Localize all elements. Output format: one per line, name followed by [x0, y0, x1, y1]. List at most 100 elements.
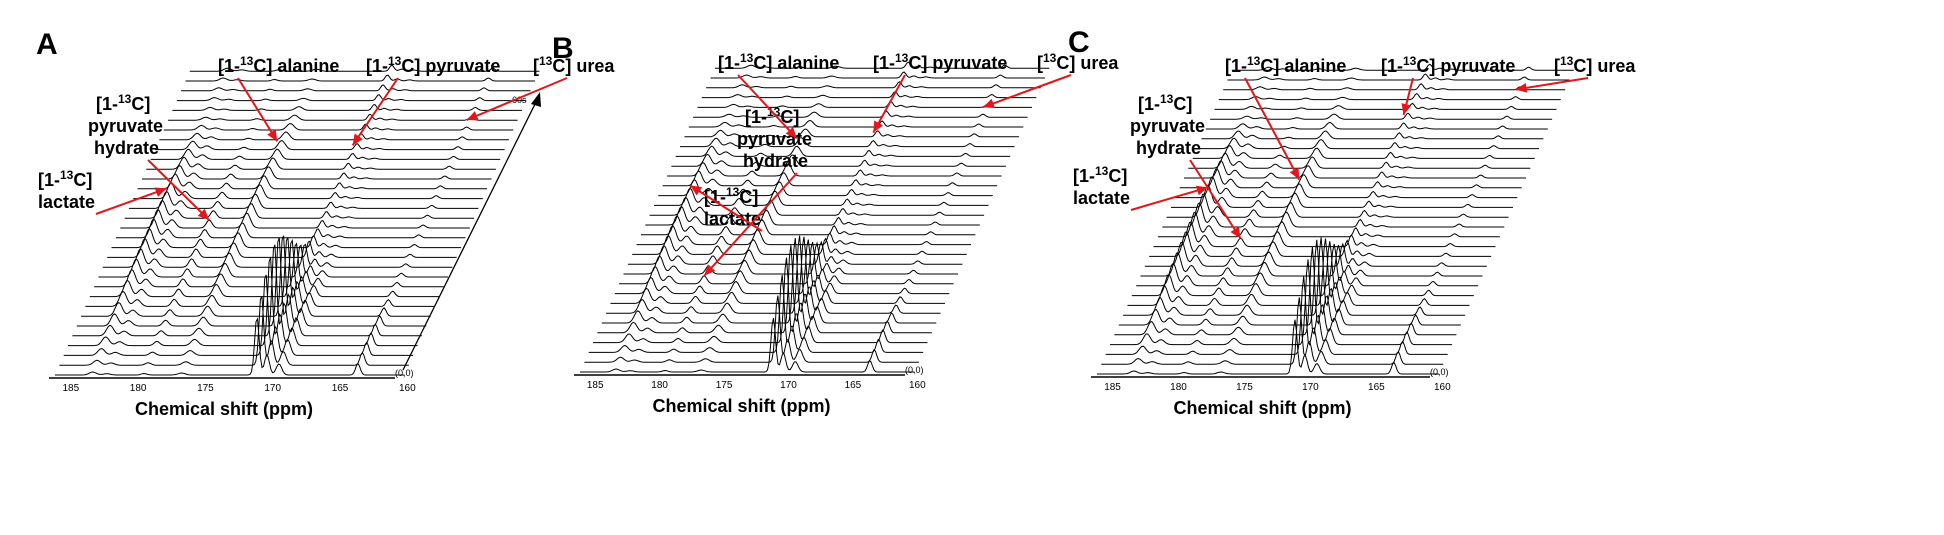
spectrum-trace — [1105, 276, 1448, 355]
alanine-label: [1-13C] alanine — [718, 51, 839, 73]
spectrum-trace — [614, 239, 950, 295]
lactate-arrow — [689, 184, 763, 232]
spectrum-trace — [159, 131, 509, 141]
x-tick-label: 160 — [399, 383, 416, 394]
spectrum-trace — [55, 317, 405, 376]
spectrum-trace — [94, 242, 444, 288]
spectrum-trace — [81, 235, 431, 317]
spectrum-trace — [710, 71, 1045, 79]
urea-arrow — [466, 77, 568, 121]
spectrum-trace — [654, 187, 989, 206]
x-tick-label: 175 — [197, 383, 214, 394]
spectrum-trace — [623, 241, 958, 275]
x-axis-title: Chemical shift (ppm) — [135, 399, 313, 419]
spectrum-trace — [124, 199, 475, 219]
spectrum-trace — [667, 161, 1002, 177]
x-tick-label: 185 — [1104, 382, 1121, 393]
spectrum-trace — [1179, 168, 1522, 189]
pyruvate-label: [1-13C] pyruvate — [873, 51, 1007, 73]
spectrum-trace — [181, 84, 531, 92]
hydrate-label-line3: hydrate — [743, 151, 808, 171]
x-tick-label: 165 — [845, 380, 862, 391]
spectrum-trace — [1140, 244, 1483, 277]
spectrum-trace — [706, 81, 1041, 89]
pyruvate-label: [1-13C] pyruvate — [1381, 54, 1515, 76]
panel-b: 185 180 175 170 165 160 (0,0) Chemical shift (p… — [552, 32, 1119, 416]
alanine-arrow — [1244, 77, 1301, 181]
hydrate-label-line2: pyruvate — [88, 116, 163, 136]
alanine-arrow — [237, 77, 279, 142]
spectrum-trace — [1166, 193, 1509, 218]
panel-a: 185 180 175 170 165 160 (0,0) Chemical shift (p… — [36, 28, 615, 419]
spectrum-trace — [636, 224, 971, 246]
spectrum-trace — [597, 245, 932, 334]
alanine-label: [1-13C] alanine — [1225, 54, 1346, 76]
spectrum-trace — [76, 237, 427, 327]
hydrate-label-line3: hydrate — [1136, 138, 1201, 158]
lactate-label-line1: [1-13C] — [38, 168, 92, 190]
x-tick-label: 180 — [130, 383, 147, 394]
x-axis-title: Chemical shift (ppm) — [653, 396, 831, 416]
origin-label: (0,0) — [395, 368, 414, 378]
spectrum-trace — [606, 235, 941, 314]
spectrum-trace — [1136, 243, 1479, 287]
spectrum-trace — [1144, 241, 1487, 267]
x-tick-label: 180 — [1170, 382, 1187, 393]
x-tick-label: 170 — [1302, 382, 1319, 393]
panel-letter: A — [36, 28, 58, 61]
hydrate-arrow — [1189, 159, 1242, 240]
spectrum-trace — [588, 274, 924, 353]
spectrum-trace — [137, 173, 488, 190]
spectrum-trace — [1114, 246, 1457, 336]
alanine-label: [1-13C] alanine — [218, 54, 339, 76]
spectrum-trace — [1218, 92, 1561, 101]
spectrum-trace — [133, 181, 483, 200]
spectrum-trace — [593, 257, 928, 344]
spectrum-trace — [684, 128, 1019, 138]
hydrate-label-line2: pyruvate — [1130, 116, 1205, 136]
urea-arrow — [982, 74, 1072, 109]
spectrum-trace — [59, 295, 409, 366]
spectra-traces — [55, 64, 540, 376]
panel-letter: B — [552, 32, 574, 65]
spectrum-trace — [72, 244, 422, 337]
spectrum-trace — [693, 110, 1028, 118]
urea-arrow — [1515, 77, 1589, 93]
spectrum-trace — [1157, 211, 1500, 238]
alanine-arrow — [737, 74, 798, 140]
spectrum-trace — [1231, 63, 1574, 71]
time-axis-arrow: 60s — [402, 92, 541, 371]
pyruvate-label: [1-13C] pyruvate — [366, 54, 500, 76]
panel-c: 185 180 175 170 165 160 (0,0) Chemical shift (p… — [1068, 26, 1636, 418]
spectrum-trace — [662, 170, 998, 187]
urea-label: [13C] urea — [533, 54, 615, 76]
spectrum-trace — [1175, 176, 1518, 199]
spectrum-trace — [701, 90, 1037, 99]
origin-label: (0,0) — [1430, 367, 1449, 377]
x-tick-label: 185 — [587, 380, 604, 391]
spectrum-trace — [1149, 231, 1492, 257]
pyruvate-arrow — [351, 77, 399, 146]
x-tick-label: 160 — [909, 380, 926, 391]
spectrum-trace — [150, 148, 501, 160]
pyruvate-arrow — [1401, 77, 1414, 116]
spectrum-trace — [98, 244, 448, 278]
time-axis-label: 60s — [512, 95, 527, 105]
spectrum-trace — [168, 113, 518, 121]
spectrum-trace — [155, 140, 505, 151]
hydrate-label-line3: hydrate — [94, 138, 159, 158]
spectrum-trace — [1110, 259, 1452, 346]
spectrum-trace — [1201, 130, 1544, 140]
lactate-label-line2: lactate — [1073, 188, 1130, 208]
lactate-arrow — [1130, 185, 1209, 211]
spectrum-trace — [610, 236, 945, 304]
x-tick-label: 165 — [1368, 382, 1385, 393]
spectrum-trace — [1162, 202, 1505, 228]
x-tick-label: 160 — [1434, 382, 1451, 393]
lactate-label-line1: [1-13C] — [704, 185, 758, 207]
spectrum-trace — [1192, 145, 1535, 159]
spectrum-trace — [1214, 102, 1557, 110]
lactate-arrow — [95, 187, 167, 215]
spectrum-trace — [649, 196, 985, 216]
